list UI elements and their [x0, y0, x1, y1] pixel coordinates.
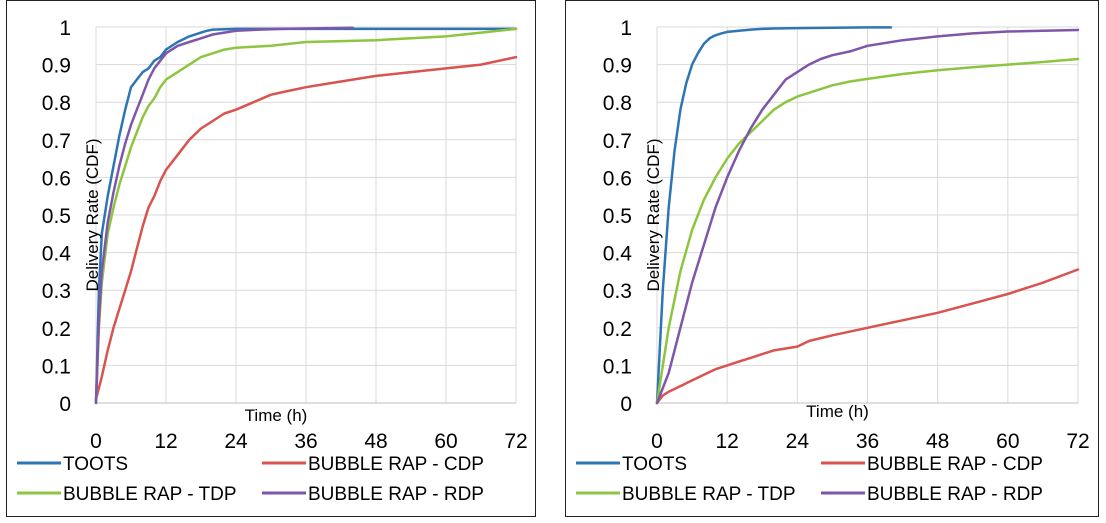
legend-label: BUBBLE RAP - CDP [867, 454, 1043, 475]
y-axis-label: Delivery Rate (CDF) [83, 138, 102, 291]
y-axis-label: Delivery Rate (CDF) [644, 138, 663, 291]
series-line-1 [94, 55, 518, 401]
y-tick-label: 0 [620, 393, 632, 416]
y-tick-label: 0.8 [603, 92, 632, 115]
y-tick-label: 1 [620, 17, 632, 40]
y-tick-label: 0.6 [603, 167, 632, 190]
y-tick-label: 0.9 [603, 55, 632, 78]
y-tick-label: 0.3 [42, 280, 71, 303]
series-line-3 [655, 28, 1080, 405]
x-tick-label: 60 [996, 430, 1019, 453]
y-tick-label: 0.4 [603, 243, 633, 266]
legend-label: BUBBLE RAP - CDP [308, 454, 484, 475]
chart-right-svg: 0 12 24 36 48 60 72 0 0.1 0.2 0.3 0.4 0.5 0.6 0.7 0.8 0.… [576, 17, 1090, 505]
x-tick-label: 24 [786, 430, 810, 453]
chart-left-svg: 0 12 24 36 48 60 72 0 0.1 0.2 0.3 0.4 0.5 0.6 0.7 0.8 0.… [17, 17, 528, 505]
y-tick-label: 1 [59, 17, 71, 40]
y-tick-label: 0.9 [42, 55, 71, 78]
x-axis-label: Time (h) [245, 406, 308, 425]
x-tick-label: 60 [434, 430, 457, 453]
y-tick-label: 0.5 [42, 205, 71, 228]
chart-panel-right: 0 12 24 36 48 60 72 0 0.1 0.2 0.3 0.4 0.5 0.6 0.7 0.8 0.… [565, 0, 1099, 517]
legend-label: BUBBLE RAP - RDP [867, 484, 1043, 505]
x-tick-label: 36 [294, 430, 317, 453]
x-tick-label: 72 [504, 430, 527, 453]
y-tick-label: 0.1 [42, 355, 71, 378]
y-tick-label: 0.3 [603, 280, 632, 303]
x-tick-label: 0 [90, 430, 102, 453]
legend-label: BUBBLE RAP - TDP [622, 484, 796, 505]
series-line-0 [655, 26, 893, 405]
legend-label: BUBBLE RAP - RDP [308, 484, 484, 505]
series-line-2 [655, 57, 1080, 405]
y-tick-label: 0.7 [603, 130, 632, 153]
x-tick-label: 0 [651, 430, 663, 453]
x-tick-label: 12 [715, 430, 738, 453]
y-tick-label: 0.1 [603, 355, 632, 378]
x-tick-label: 24 [224, 430, 248, 453]
y-tick-label: 0.7 [42, 130, 71, 153]
chart-panel-left: 0 12 24 36 48 60 72 0 0.1 0.2 0.3 0.4 0.5 0.6 0.7 0.8 0.… [6, 0, 536, 517]
x-tick-label: 36 [856, 430, 879, 453]
y-tick-label: 0.2 [603, 318, 632, 341]
y-tick-label: 0 [59, 393, 71, 416]
legend-label: TOOTS [622, 454, 687, 475]
x-tick-label: 48 [364, 430, 387, 453]
y-tick-label: 0.8 [42, 92, 71, 115]
x-tick-label: 48 [926, 430, 949, 453]
y-tick-label: 0.4 [42, 243, 72, 266]
legend-label: BUBBLE RAP - TDP [63, 484, 237, 505]
y-tick-label: 0.2 [42, 318, 71, 341]
y-tick-label: 0.6 [42, 167, 71, 190]
series-line-2 [94, 27, 518, 405]
y-tick-label: 0.5 [603, 205, 632, 228]
x-tick-label: 12 [154, 430, 177, 453]
x-axis-label: Time (h) [806, 402, 869, 421]
series-line-3 [94, 26, 354, 405]
legend-label: TOOTS [63, 454, 128, 475]
x-tick-label: 72 [1066, 430, 1089, 453]
series-line-1 [655, 268, 1080, 405]
